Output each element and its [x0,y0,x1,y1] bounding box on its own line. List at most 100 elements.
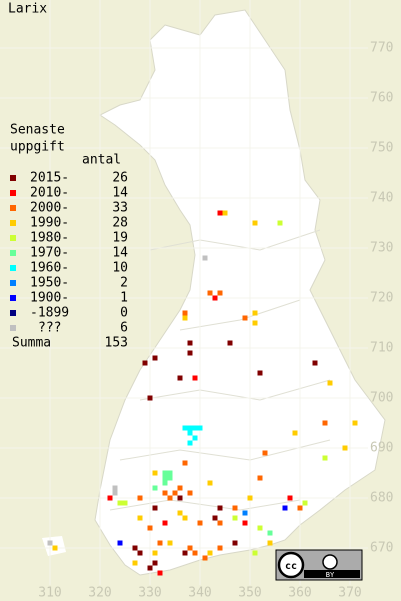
record-square [252,320,258,326]
record-square [187,545,193,551]
y-tick-label: 750 [370,141,393,156]
legend-count: 0 [120,306,128,321]
record-square [242,510,248,516]
record-square [282,505,288,511]
legend-swatch [10,190,16,196]
record-square [187,490,193,496]
record-square [322,455,328,461]
legend-swatch [10,325,16,331]
record-square [177,510,183,516]
record-square [182,515,188,521]
record-square [217,545,223,551]
record-square [47,540,53,546]
record-square [167,540,173,546]
record-square [152,355,158,361]
legend-heading: Senaste [10,123,65,138]
record-square [312,360,318,366]
record-square [252,550,258,556]
x-tick-label: 340 [188,586,211,601]
record-square [342,445,348,451]
x-tick-label: 320 [88,586,111,601]
record-square [217,290,223,296]
legend-count: 26 [112,171,128,186]
legend-label: 1900- [30,291,69,306]
record-square [222,210,228,216]
record-square [187,425,193,431]
record-square [187,430,193,436]
record-square [212,295,218,301]
legend-total: 153 [105,336,128,351]
legend-swatch [10,205,16,211]
title: Larix [8,2,47,17]
record-square [172,490,178,496]
legend-count: 6 [120,321,128,336]
record-square [152,550,158,556]
record-square [297,505,303,511]
legend-label: 2015- [30,171,69,186]
badge-cc-text: cc [285,561,297,572]
badge-by-icon [322,554,338,570]
record-square [147,565,153,571]
record-square [302,500,308,506]
record-square [257,370,263,376]
legend-label: -1899 [30,306,69,321]
y-tick-label: 760 [370,91,393,106]
record-square [257,475,263,481]
record-square [182,425,188,431]
legend-swatch [10,310,16,316]
badge-by-text: BY [326,571,335,579]
record-square [202,555,208,561]
record-square [252,220,258,226]
legend-count-heading: antal [82,153,121,168]
legend-count: 2 [120,276,128,291]
y-tick-label: 770 [370,41,393,56]
record-square [192,425,198,431]
record-square [112,485,118,491]
record-square [152,505,158,511]
y-tick-label: 730 [370,241,393,256]
y-tick-label: 710 [370,341,393,356]
legend-heading: uppgift [10,140,65,155]
record-square [167,495,173,501]
record-square [162,490,168,496]
record-square [192,435,198,441]
record-square [52,545,58,551]
legend-count: 14 [112,186,128,201]
legend-swatch [10,265,16,271]
legend-swatch [10,250,16,256]
legend-swatch [10,220,16,226]
y-tick-label: 670 [370,541,393,556]
record-square [162,470,168,476]
legend-label: 1980- [30,231,69,246]
record-square [207,290,213,296]
land [0,0,386,585]
legend-label: 2010- [30,186,69,201]
y-tick-label: 700 [370,391,393,406]
record-square [137,515,143,521]
record-square [262,450,268,456]
record-square [112,490,118,496]
x-tick-label: 330 [138,586,161,601]
record-square [197,425,203,431]
record-square [177,375,183,381]
record-square [207,480,213,486]
record-square [137,495,143,501]
record-square [232,540,238,546]
legend-count: 28 [112,216,128,231]
record-square [177,495,183,501]
license-badge[interactable]: cc BY [275,549,363,581]
legend-total-label: Summa [12,336,51,351]
legend-count: 1 [120,291,128,306]
record-square [202,255,208,261]
record-square [132,545,138,551]
region-borders [109,229,331,511]
record-square [242,315,248,321]
record-square [232,515,238,521]
record-square [147,525,153,531]
record-square [292,430,298,436]
record-square [242,520,248,526]
record-square [182,315,188,321]
legend-label: 1990- [30,216,69,231]
record-square [257,525,263,531]
record-square [147,395,153,401]
